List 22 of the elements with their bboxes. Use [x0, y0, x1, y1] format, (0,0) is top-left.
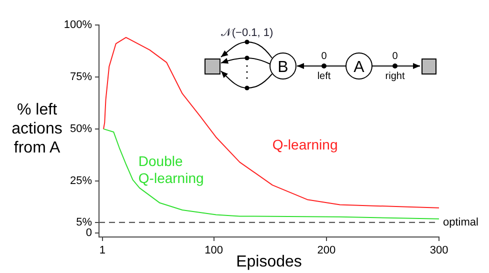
annotation: left [317, 71, 331, 82]
x-tick-label: 1 [99, 244, 106, 257]
y-tick-label: 50% [70, 122, 92, 135]
y-tick-label: 100% [64, 19, 92, 32]
annotation: 0 [321, 51, 328, 62]
series-label: Double Q-learning [138, 153, 204, 186]
annotation: right [385, 71, 405, 82]
ref-line-label: optimal [443, 216, 478, 228]
y-tick-label: 25% [70, 174, 92, 187]
series-label: Q-learning [272, 136, 338, 152]
y-axis-title: % left actions from A [12, 101, 62, 156]
annotation: A [354, 59, 365, 76]
annotation: 0 [392, 51, 398, 62]
annotation: 𝒩(−0.1, 1) [220, 27, 274, 39]
x-tick-label: 100 [204, 244, 224, 257]
y-tick-label: 75% [70, 70, 92, 83]
x-tick-label: 200 [317, 244, 336, 257]
x-axis-title: Episodes [236, 253, 302, 270]
y-tick-label: 5% [76, 216, 92, 228]
y-tick-label: 0 [86, 226, 92, 239]
annotation: B [278, 59, 288, 76]
x-tick-label: 300 [430, 244, 448, 257]
